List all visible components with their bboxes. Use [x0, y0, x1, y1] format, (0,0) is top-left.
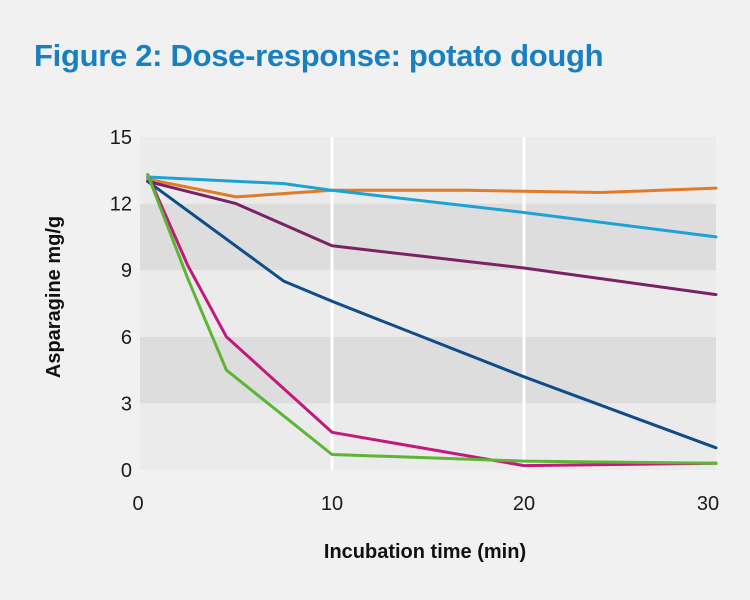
plot-band: [140, 270, 716, 337]
y-tick-label: 12: [110, 194, 132, 216]
series-line-1: [146, 177, 718, 199]
series-line-6: [146, 173, 718, 465]
x-tick-label: 20: [513, 493, 535, 515]
plot-band: [140, 203, 716, 271]
plot-band: [140, 336, 716, 404]
series-lines: [146, 173, 718, 468]
chart-title: Figure 2: Dose-response: potato dough: [34, 38, 604, 73]
series-line-2: [146, 175, 718, 239]
y-tick-label: 9: [121, 260, 132, 282]
y-axis-title: Asparagine mg/g: [43, 216, 65, 378]
y-axis-ticks: 0 3 6 9 12 15: [110, 127, 132, 482]
y-tick-label: 6: [121, 327, 132, 349]
series-line-3: [146, 179, 718, 297]
y-tick-label: 3: [121, 393, 132, 415]
series-line-5: [146, 173, 718, 468]
plot-band: [140, 403, 716, 470]
y-tick-label: 0: [121, 460, 132, 482]
x-tick-label: 0: [132, 493, 143, 515]
x-axis-ticks: 0 10 20 30: [132, 493, 719, 515]
x-tick-label: 30: [697, 493, 719, 515]
plot-background: [140, 137, 716, 470]
y-tick-label: 15: [110, 127, 132, 149]
x-axis-title: Incubation time (min): [324, 541, 526, 563]
series-line-4: [146, 179, 718, 450]
x-tick-label: 10: [321, 493, 343, 515]
